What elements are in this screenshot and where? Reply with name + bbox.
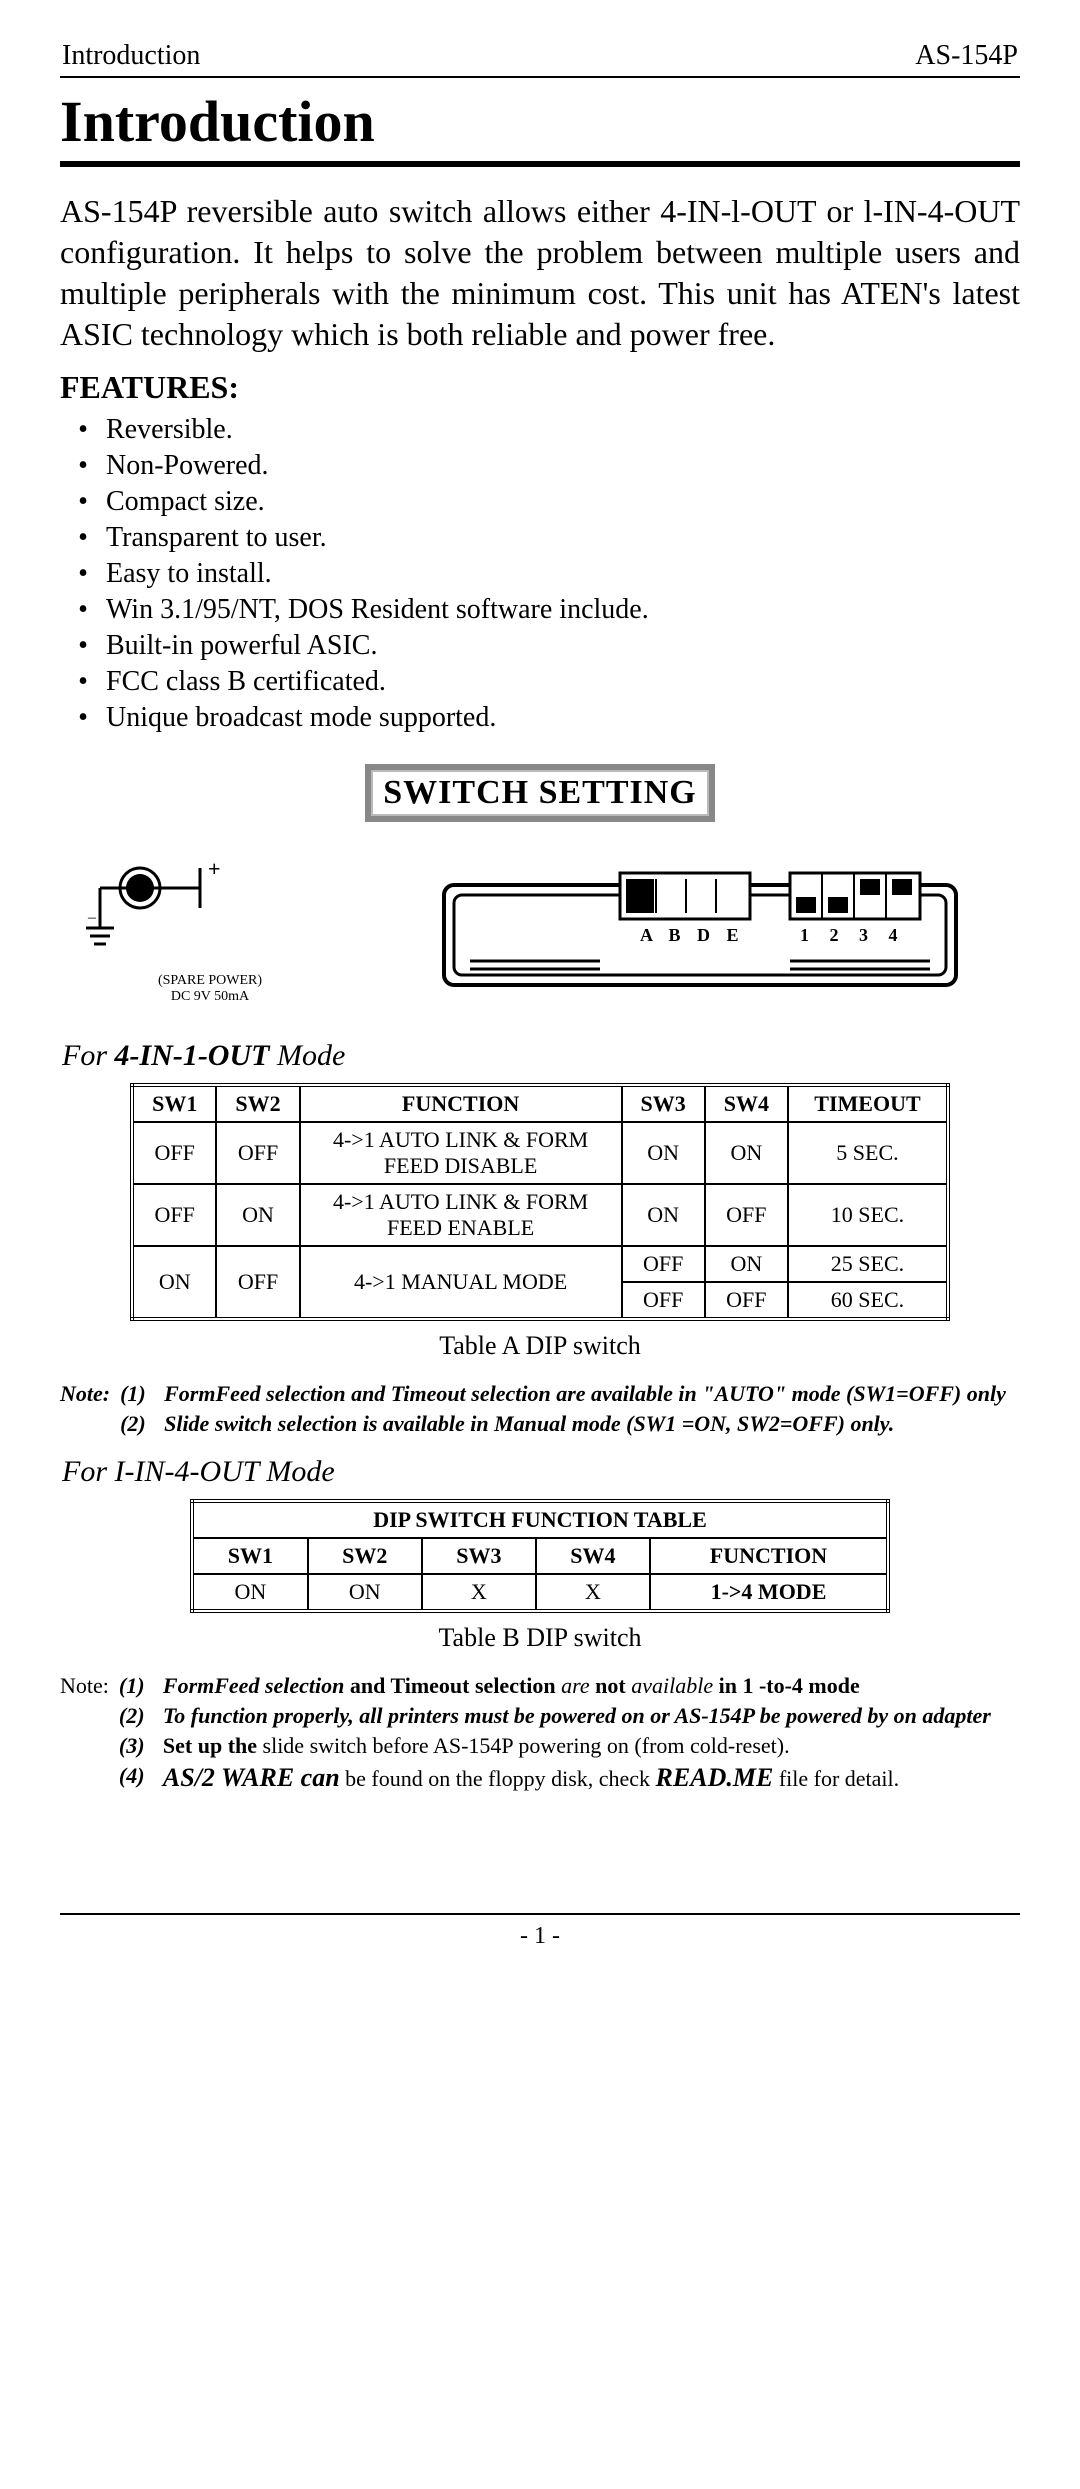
note-body: FormFeed selection and Timeout selection… [164, 1381, 1020, 1407]
svg-text:+: + [208, 856, 221, 881]
note-num: (1) [120, 1381, 154, 1407]
td: X [536, 1574, 650, 1611]
th: SW4 [536, 1538, 650, 1574]
td: OFF [622, 1282, 705, 1319]
td: ON [622, 1122, 705, 1184]
feature-item: Compact size. [60, 484, 1020, 520]
feature-item: FCC class B certificated. [60, 664, 1020, 700]
td: ON [132, 1246, 216, 1319]
features-heading: FEATURES: [60, 369, 1020, 406]
td: ON [622, 1184, 705, 1246]
note-num: (2) [119, 1703, 153, 1729]
th: SW1 [132, 1085, 216, 1122]
th: SW3 [622, 1085, 705, 1122]
td: ON [308, 1574, 422, 1611]
note-num: (3) [119, 1733, 153, 1759]
title-rule [60, 161, 1020, 167]
td: OFF [705, 1184, 788, 1246]
note-body: To function properly, all printers must … [163, 1703, 1020, 1729]
header-left: Introduction [62, 40, 200, 72]
td: OFF [132, 1184, 216, 1246]
table-a-caption: Table A DIP switch [60, 1331, 1020, 1361]
td: 5 SEC. [788, 1122, 948, 1184]
notes-a: Note: (1) FormFeed selection and Timeout… [60, 1381, 1020, 1437]
page: Introduction AS-154P Introduction AS-154… [0, 0, 1080, 2000]
intro-paragraph: AS-154P reversible auto switch allows ei… [60, 191, 1020, 355]
th: SW1 [192, 1538, 308, 1574]
diagrams-row: + – (SPARE POWER) DC 9V 50mA A B D E [80, 848, 1000, 1005]
notes-b: Note: (1) FormFeed selection and Timeout… [60, 1673, 1020, 1793]
note-num: (1) [119, 1673, 153, 1699]
td: 10 SEC. [788, 1184, 948, 1246]
feature-item: Built-in powerful ASIC. [60, 628, 1020, 664]
feature-item: Win 3.1/95/NT, DOS Resident software inc… [60, 592, 1020, 628]
td: 4->1 AUTO LINK & FORM FEED ENABLE [300, 1184, 622, 1246]
header-rule [60, 76, 1020, 78]
power-diagram-svg: + – [80, 848, 340, 968]
switch-setting-banner: SWITCH SETTING [365, 764, 715, 822]
note-num: (2) [120, 1411, 154, 1437]
td: OFF [216, 1122, 299, 1184]
mode-a-bold: 4-IN-1-OUT [115, 1039, 270, 1072]
td: 4->1 AUTO LINK & FORM FEED DISABLE [300, 1122, 622, 1184]
note-num: (4) [119, 1763, 153, 1793]
td: OFF [132, 1122, 216, 1184]
slide-label: A B D E [640, 925, 745, 945]
switch-setting-banner-wrap: SWITCH SETTING [60, 764, 1020, 822]
running-header: Introduction AS-154P [60, 40, 1020, 78]
td: 1->4 MODE [650, 1574, 888, 1611]
th: FUNCTION [300, 1085, 622, 1122]
td: ON [192, 1574, 308, 1611]
th: SW3 [422, 1538, 536, 1574]
power-label-1: (SPARE POWER) [80, 973, 340, 989]
note-label: Note: [60, 1381, 110, 1407]
note-body: AS/2 WARE can be found on the floppy dis… [163, 1763, 1020, 1793]
td: 25 SEC. [788, 1246, 948, 1282]
td: OFF [216, 1246, 299, 1319]
note-body: Set up the slide switch before AS-154P p… [163, 1733, 1020, 1759]
feature-item: Unique broadcast mode supported. [60, 700, 1020, 736]
feature-item: Non-Powered. [60, 448, 1020, 484]
table-a: SW1 SW2 FUNCTION SW3 SW4 TIMEOUT OFF OFF… [130, 1083, 950, 1321]
power-label-2: DC 9V 50mA [80, 989, 340, 1005]
th: SW2 [216, 1085, 299, 1122]
page-number: - 1 - [60, 1915, 1020, 1970]
td: ON [705, 1246, 788, 1282]
td: OFF [705, 1282, 788, 1319]
td: ON [705, 1122, 788, 1184]
table-b-title: DIP SWITCH FUNCTION TABLE [192, 1501, 888, 1538]
note-label: Note: [60, 1673, 109, 1699]
td: OFF [622, 1246, 705, 1282]
mode-a-suffix: Mode [269, 1039, 345, 1072]
mode-a-prefix: For [62, 1039, 115, 1072]
table-b: DIP SWITCH FUNCTION TABLE SW1 SW2 SW3 SW… [190, 1499, 890, 1613]
header-right: AS-154P [915, 40, 1018, 72]
mode-a-heading: For 4-IN-1-OUT Mode [62, 1039, 1020, 1073]
table-b-caption: Table B DIP switch [60, 1623, 1020, 1653]
unit-diagram: A B D E 1 2 3 4 [400, 865, 1000, 1005]
power-diagram: + – (SPARE POWER) DC 9V 50mA [80, 848, 340, 1005]
th: FUNCTION [650, 1538, 888, 1574]
th: TIMEOUT [788, 1085, 948, 1122]
td: 4->1 MANUAL MODE [300, 1246, 622, 1319]
mode-b-heading: For I-IN-4-OUT Mode [62, 1455, 1020, 1489]
page-title: Introduction [60, 88, 1020, 155]
features-list: Reversible. Non-Powered. Compact size. T… [60, 412, 1020, 736]
th: SW4 [705, 1085, 788, 1122]
td: 60 SEC. [788, 1282, 948, 1319]
td: X [422, 1574, 536, 1611]
feature-item: Easy to install. [60, 556, 1020, 592]
note-body: Slide switch selection is available in M… [164, 1411, 1020, 1437]
feature-item: Reversible. [60, 412, 1020, 448]
svg-text:–: – [87, 909, 97, 926]
note-body: FormFeed selection and Timeout selection… [163, 1673, 1020, 1699]
feature-item: Transparent to user. [60, 520, 1020, 556]
th: SW2 [308, 1538, 422, 1574]
dip-label: 1 2 3 4 [800, 925, 906, 945]
td: ON [216, 1184, 299, 1246]
